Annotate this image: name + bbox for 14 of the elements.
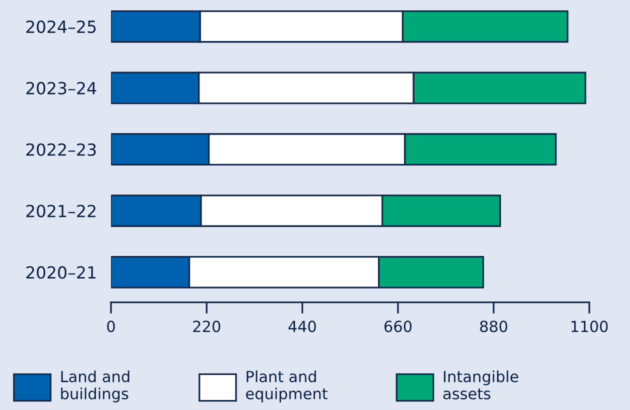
x-tick-label: 440 <box>288 320 316 332</box>
x-tick-label: 1100 <box>572 320 608 332</box>
x-tick-label: 660 <box>384 320 412 332</box>
x-tick-label: 0 <box>107 320 115 332</box>
y-tick-label: 2023–24 <box>26 82 96 94</box>
x-tick-label: 220 <box>193 320 220 332</box>
x-tick-label: 880 <box>480 320 508 332</box>
y-tick-label: 2024–25 <box>26 20 96 34</box>
legend-label: Intangible assets <box>443 370 518 400</box>
y-tick-label: 2021–22 <box>26 204 96 218</box>
legend-label: Land and buildings <box>61 370 130 402</box>
y-tick-label: 2022–23 <box>26 143 96 156</box>
y-tick-label: 2020–21 <box>26 266 96 279</box>
legend-label: Plant and equipment <box>246 370 328 402</box>
